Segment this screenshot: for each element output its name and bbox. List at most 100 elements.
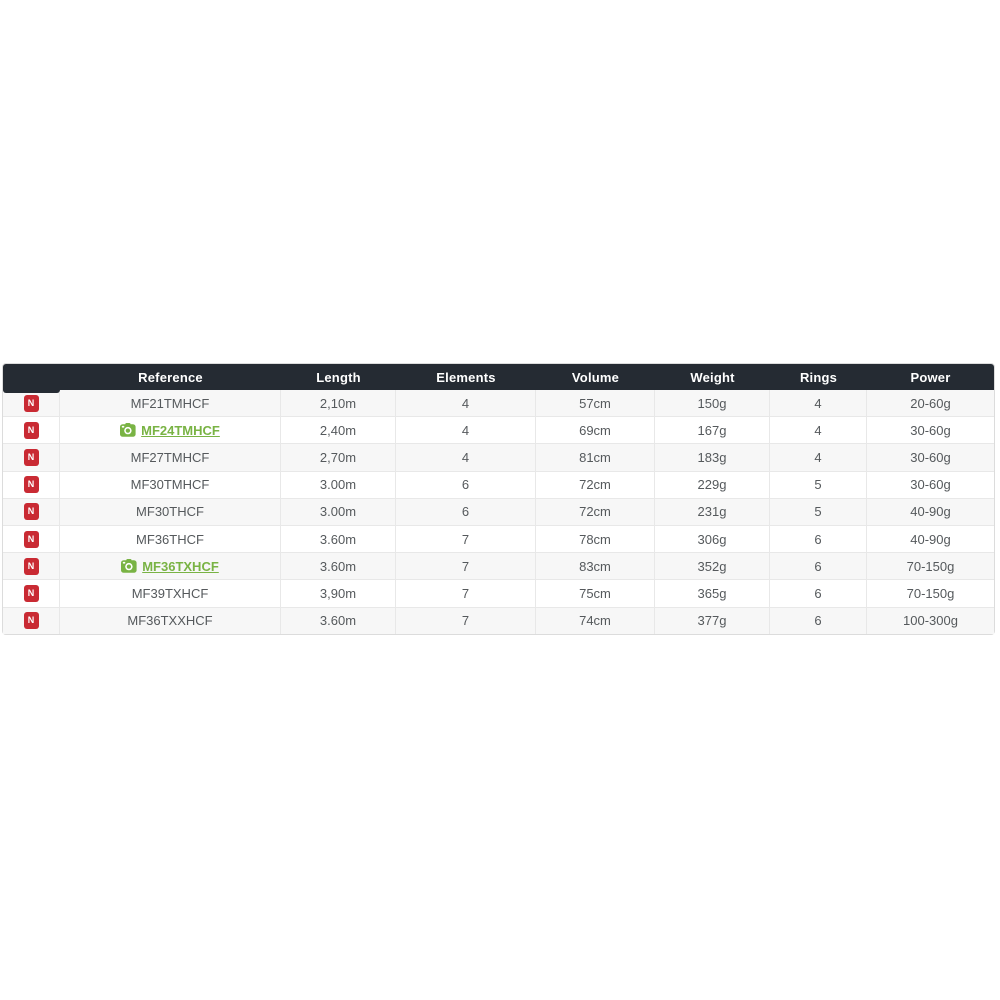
weight-cell: 229g	[655, 471, 770, 499]
volume-cell: 83cm	[536, 553, 655, 581]
reference-cell: MF36THCF	[60, 525, 281, 554]
reference-cell: MF21TMHCF	[60, 390, 281, 418]
new-badge: N	[23, 557, 39, 575]
weight-cell: 365g	[655, 580, 770, 608]
elements-cell: 6	[396, 471, 536, 499]
weight-cell: 377g	[655, 607, 770, 634]
length-cell: 2,10m	[281, 390, 396, 418]
column-header-reference: Reference	[60, 364, 281, 390]
power-cell: 40-90g	[867, 525, 994, 554]
length-cell: 3.60m	[281, 525, 396, 554]
new-badge: N	[23, 394, 39, 412]
new-badge-cell: N	[3, 390, 60, 418]
volume-cell: 78cm	[536, 525, 655, 554]
length-cell: 2,70m	[281, 444, 396, 472]
reference-cell: MF36TXHCF	[60, 553, 281, 581]
elements-cell: 4	[396, 417, 536, 445]
volume-cell: 57cm	[536, 390, 655, 418]
reference-cell: MF30TMHCF	[60, 471, 281, 499]
table-body: N MF21TMHCF 2,10m 4 57cm 150g 4 20-60g N MF24TMHC…	[3, 390, 994, 634]
reference-cell: MF24TMHCF	[60, 417, 281, 445]
table-row: N MF27TMHCF 2,70m 4 81cm 183g 4 30-60g	[3, 444, 994, 472]
power-cell: 20-60g	[867, 390, 994, 418]
rings-cell: 5	[770, 498, 867, 526]
rings-cell: 6	[770, 525, 867, 554]
elements-cell: 7	[396, 553, 536, 581]
table-row: N MF36TXHCF 3.60m 7 83cm 352g 6 70-150g	[3, 553, 994, 581]
column-header-length: Length	[281, 364, 396, 390]
rings-cell: 5	[770, 471, 867, 499]
weight-cell: 352g	[655, 553, 770, 581]
spec-table: Reference Length Elements Volume Weight Rings…	[3, 364, 994, 634]
new-badge-cell: N	[3, 471, 60, 499]
reference-link[interactable]: MF36TXHCF	[121, 558, 219, 574]
table-row: N MF30TMHCF 3.00m 6 72cm 229g 5 30-60g	[3, 471, 994, 499]
volume-cell: 74cm	[536, 607, 655, 634]
volume-cell: 69cm	[536, 417, 655, 445]
power-cell: 40-90g	[867, 498, 994, 526]
elements-cell: 7	[396, 607, 536, 634]
camera-icon	[120, 422, 136, 437]
reference-link-label: MF24TMHCF	[141, 422, 220, 438]
weight-cell: 306g	[655, 525, 770, 554]
volume-cell: 72cm	[536, 471, 655, 499]
new-badge-cell: N	[3, 525, 60, 554]
rings-cell: 4	[770, 417, 867, 445]
new-badge-cell: N	[3, 444, 60, 472]
reference-link[interactable]: MF24TMHCF	[120, 422, 220, 438]
table-row: N MF39TXHCF 3,90m 7 75cm 365g 6 70-150g	[3, 580, 994, 608]
table-row: N MF36THCF 3.60m 7 78cm 306g 6 40-90g	[3, 525, 994, 554]
reference-cell: MF36TXXHCF	[60, 607, 281, 634]
weight-cell: 183g	[655, 444, 770, 472]
length-cell: 3.00m	[281, 471, 396, 499]
elements-cell: 4	[396, 444, 536, 472]
length-cell: 3.00m	[281, 498, 396, 526]
length-cell: 3.60m	[281, 553, 396, 581]
power-cell: 30-60g	[867, 471, 994, 499]
rings-cell: 6	[770, 580, 867, 608]
rings-cell: 4	[770, 444, 867, 472]
column-header-badge	[3, 364, 60, 393]
column-header-elements: Elements	[396, 364, 536, 390]
rings-cell: 4	[770, 390, 867, 418]
column-header-rings: Rings	[770, 364, 867, 390]
table-row: N MF24TMHCF 2,40m 4 69cm 167g 4 30-60g	[3, 417, 994, 445]
reference-cell: MF30THCF	[60, 498, 281, 526]
table-row: N MF36TXXHCF 3.60m 7 74cm 377g 6 100-300g	[3, 607, 994, 634]
new-badge: N	[23, 612, 39, 630]
length-cell: 3,90m	[281, 580, 396, 608]
new-badge-cell: N	[3, 607, 60, 634]
column-header-power: Power	[867, 364, 994, 390]
new-badge-cell: N	[3, 580, 60, 608]
volume-cell: 81cm	[536, 444, 655, 472]
elements-cell: 4	[396, 390, 536, 418]
new-badge: N	[23, 476, 39, 494]
table-header: Reference Length Elements Volume Weight Rings…	[3, 364, 994, 393]
elements-cell: 7	[396, 580, 536, 608]
new-badge-cell: N	[3, 553, 60, 581]
new-badge-cell: N	[3, 417, 60, 445]
rings-cell: 6	[770, 607, 867, 634]
table-row: N MF21TMHCF 2,10m 4 57cm 150g 4 20-60g	[3, 390, 994, 418]
column-header-volume: Volume	[536, 364, 655, 390]
reference-cell: MF27TMHCF	[60, 444, 281, 472]
weight-cell: 231g	[655, 498, 770, 526]
camera-icon	[121, 558, 137, 573]
new-badge-cell: N	[3, 498, 60, 526]
new-badge: N	[23, 530, 39, 548]
new-badge: N	[23, 503, 39, 521]
volume-cell: 75cm	[536, 580, 655, 608]
spec-table-container: Reference Length Elements Volume Weight Rings…	[2, 363, 995, 635]
new-badge: N	[23, 449, 39, 466]
new-badge: N	[23, 584, 39, 602]
power-cell: 100-300g	[867, 607, 994, 634]
volume-cell: 72cm	[536, 498, 655, 526]
reference-cell: MF39TXHCF	[60, 580, 281, 608]
weight-cell: 167g	[655, 417, 770, 445]
length-cell: 3.60m	[281, 607, 396, 634]
power-cell: 70-150g	[867, 553, 994, 581]
power-cell: 30-60g	[867, 444, 994, 472]
power-cell: 30-60g	[867, 417, 994, 445]
header-row: Reference Length Elements Volume Weight Rings…	[3, 364, 994, 393]
